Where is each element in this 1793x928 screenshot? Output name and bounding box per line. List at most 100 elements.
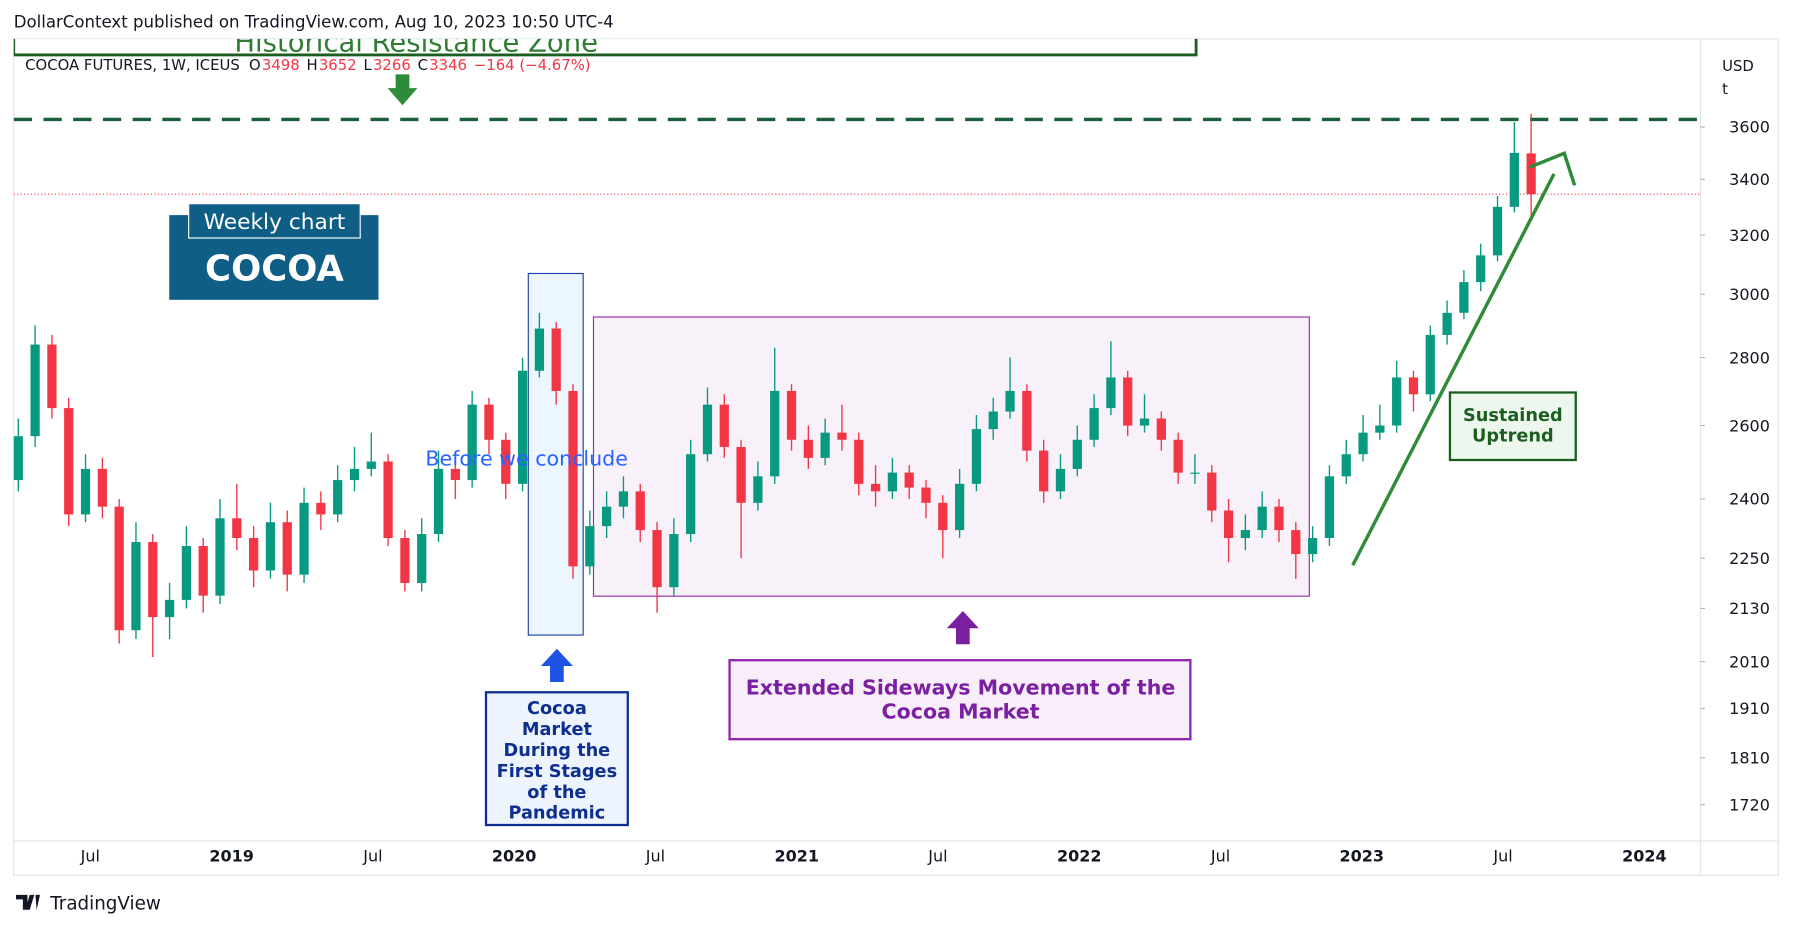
candle-body [1207,472,1217,511]
candle-body [249,538,259,571]
candle-body [938,502,948,531]
candle-body [686,454,696,535]
candle-body [652,530,662,588]
candle-body [1072,439,1082,469]
annotations-front: Historical Resistance Zone Weekly chart … [13,38,1577,827]
candle-body [164,599,175,618]
sideways-box [728,659,1192,741]
candle-body [1442,312,1452,335]
legend-value: 3498 [262,56,300,74]
candle-body [837,432,847,440]
candle-body [1526,153,1536,195]
candle-body [753,476,763,503]
candle-body [1375,425,1385,433]
candle-body [1139,418,1150,426]
trend-arrow [1529,151,1577,186]
x-tick-label: Jul [645,847,665,866]
candle-body [551,328,561,391]
candle-body [568,390,578,567]
candle-body [1257,506,1267,531]
candle-body [1022,390,1032,451]
candle-body [333,480,343,515]
candle-body [1392,377,1402,426]
y-tick-label: 3000 [1729,285,1770,304]
x-tick-label: Jul [927,847,947,866]
note-line: Extended Sideways Movement of the [746,676,1176,700]
y-tick-label: 2800 [1729,348,1770,367]
candle-body [148,542,158,618]
note-line: of the [527,783,586,803]
y-tick-label: 3600 [1729,118,1770,137]
currency-label: USD [1722,57,1754,75]
unit-label: t [1722,80,1728,98]
overlay-text: Before we conclude [425,447,628,471]
candle-body [30,344,40,437]
candle-body [1123,377,1133,426]
note-line: Market [522,720,593,740]
note-line: During the [504,741,611,761]
sideways-arrow [946,611,979,645]
x-tick-label: 2022 [1057,847,1102,866]
note-line: Sustained [1463,406,1563,426]
candle-body [400,538,410,583]
candle-body [904,472,914,488]
plot-area [13,113,1701,658]
candle-body [1459,282,1469,313]
legend-value: 3346 [429,56,467,74]
candle-body [971,429,982,484]
y-tick-label: 3400 [1729,170,1770,189]
candle-body [232,518,242,539]
note-line: First Stages [497,762,618,782]
candle-body [887,472,898,492]
candle-body [1492,206,1503,256]
candle-body [366,461,376,469]
candle-body [433,468,444,535]
candle-body [1358,432,1368,455]
x-tick-label: Jul [1492,847,1512,866]
badge-top [188,203,361,239]
candle-body [517,370,528,484]
candle-body [669,534,679,588]
candle-body [702,404,713,455]
x-tick-label: Jul [80,847,100,866]
x-tick-label: 2020 [492,847,537,866]
candle-body [1408,377,1419,395]
candle-body [870,483,881,492]
symbol: COCOA FUTURES, 1W, ICEUS [25,56,240,74]
down-arrow [387,74,418,106]
x-tick-label: 2021 [774,847,819,866]
candle-body [349,468,360,481]
candle-body [501,439,511,484]
candle-body [534,328,545,371]
y-tick-label: 1810 [1729,749,1770,768]
candle-body [1089,408,1099,440]
y-tick-label: 1910 [1729,699,1770,718]
candle-body [1156,418,1166,440]
candle-body [719,404,729,447]
candle-body [585,526,595,567]
badge-title: COCOA [205,248,344,289]
candle-body [736,446,746,503]
y-tick-label: 3200 [1729,226,1770,245]
resistance-box-frame [13,38,1198,57]
candle-body [282,522,292,575]
y-tick-label: 2250 [1729,549,1770,568]
note-line: Pandemic [508,804,605,824]
y-tick-label: 2600 [1729,416,1770,435]
x-tick-label: Jul [1210,847,1230,866]
candle-body [1274,506,1284,531]
candle-body [1173,439,1183,473]
candle-body [1190,472,1200,474]
sideways-zone [592,316,1310,597]
time-axis: Jul 2019 Jul 2020 Jul 2021 Jul 2022 Jul 2023 Jul 20… [80,847,1667,866]
x-tick-label: 2023 [1340,847,1385,866]
note-line: Cocoa [527,699,587,719]
candle-body [786,390,797,440]
candle-body [1223,510,1234,539]
y-tick-label: 2010 [1729,652,1770,671]
